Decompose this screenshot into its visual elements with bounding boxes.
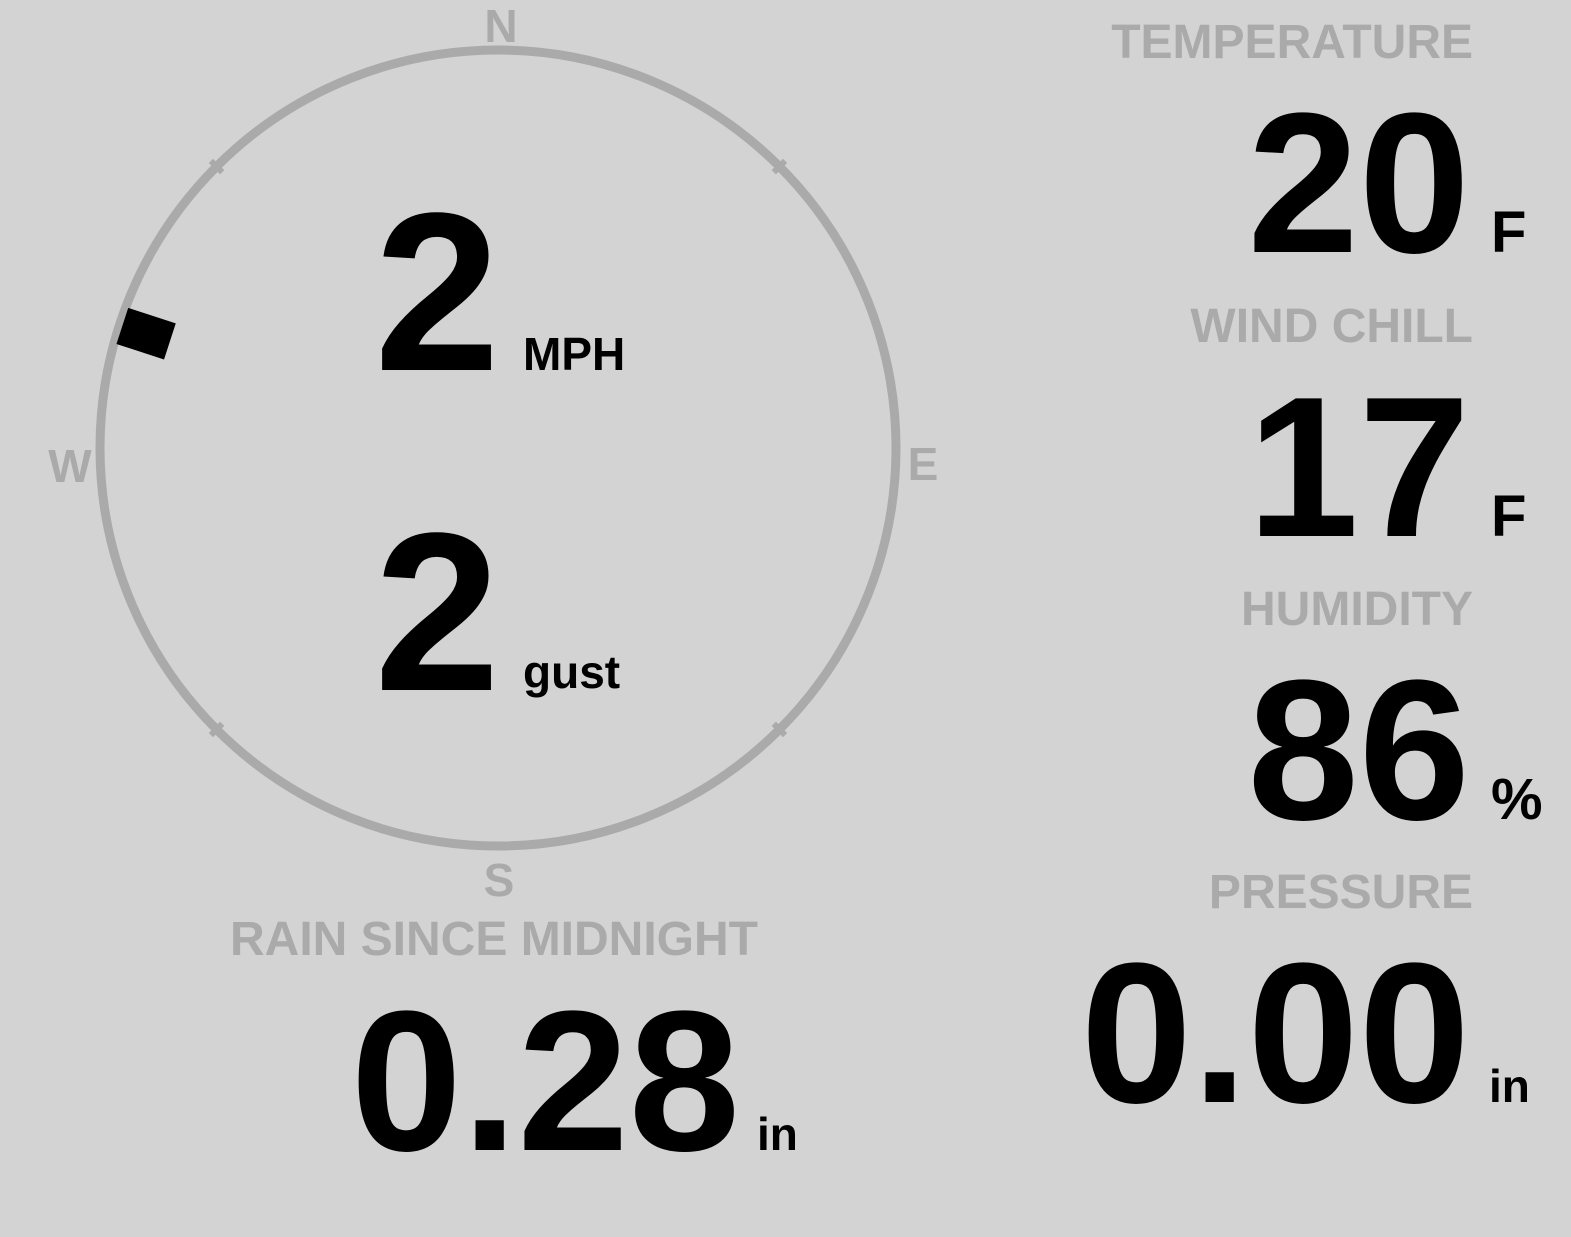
compass-ring [95,45,901,851]
compass-tick [771,158,788,175]
temperature-unit: F [1491,200,1526,265]
pressure-unit: in [1489,1060,1530,1112]
compass-north-label: N [484,0,517,52]
humidity-label: HUMIDITY [1241,583,1473,636]
rain-panel: RAIN SINCE MIDNIGHT 0.28 in [230,913,798,1193]
compass-tick [771,721,788,738]
compass-ticks [208,158,788,738]
pressure-panel: PRESSURE 0.00 in [1081,866,1530,1145]
wind-chill-value: 17 [1248,356,1470,579]
compass-west-label: W [48,440,92,492]
compass-east-label: E [908,438,939,490]
wind-direction-marker [116,307,176,360]
wind-compass: N E S W 2 MPH 2 gust [48,0,938,906]
humidity-panel: HUMIDITY 86 % [1241,583,1543,862]
temperature-value: 20 [1248,72,1470,295]
wind-chill-panel: WIND CHILL 17 F [1190,300,1526,579]
compass-tick [208,721,225,738]
wind-gust-unit: gust [523,646,620,698]
compass-tick [208,158,225,175]
wind-speed-unit: MPH [523,328,625,380]
rain-value: 0.28 [351,970,740,1193]
wind-chill-label: WIND CHILL [1190,300,1473,353]
temperature-panel: TEMPERATURE 20 F [1111,16,1526,295]
humidity-value: 86 [1248,639,1470,862]
pressure-value: 0.00 [1081,922,1470,1145]
rain-unit: in [757,1108,798,1160]
wind-gust-value: 2 [374,485,500,738]
wind-speed-value: 2 [374,165,500,418]
temperature-label: TEMPERATURE [1111,16,1473,69]
wind-chill-unit: F [1491,484,1526,549]
humidity-unit: % [1491,767,1543,832]
compass-south-label: S [484,854,515,906]
pressure-label: PRESSURE [1209,866,1473,919]
rain-label: RAIN SINCE MIDNIGHT [230,913,758,966]
